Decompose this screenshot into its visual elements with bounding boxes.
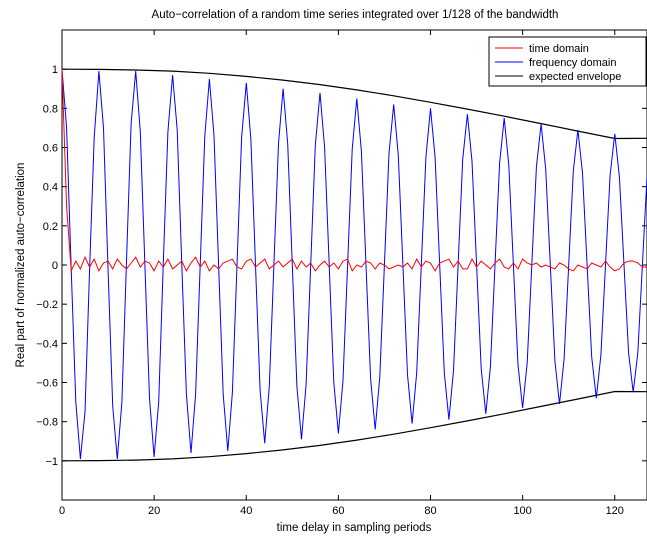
axes-box (61, 29, 647, 501)
chart-title: Auto−correlation of a random time series… (152, 9, 559, 21)
y-tick-label: 0.4 (43, 182, 58, 194)
x-axis-label: time delay in sampling periods (277, 522, 432, 534)
y-tick-label: −0.4 (36, 338, 58, 350)
x-tick-label: 120 (606, 505, 624, 517)
y-tick-label: −0.2 (36, 299, 58, 311)
series-expected-envelope-lower (61, 390, 647, 462)
y-tick-label: −0.6 (36, 378, 58, 390)
series-frequency-domain (61, 69, 647, 459)
y-tick-label: 0.2 (43, 221, 58, 233)
series-time-domain (61, 69, 647, 273)
legend-label: frequency domain (529, 57, 616, 69)
y-tick-label: 1 (52, 64, 58, 76)
plot-area: 0 20 40 60 80 100 120 −1 −0.8 −0.6 −0.4 −0.2 0 0.2 0.4… (36, 29, 647, 517)
axis-ticks: 0 20 40 60 80 100 120 −1 −0.8 −0.6 −0.4 −0.2 0 0.2 0.4… (36, 30, 647, 517)
y-tick-label: −1 (45, 456, 58, 468)
y-tick-label: 0 (52, 260, 58, 272)
legend-label: time domain (529, 43, 589, 55)
y-tick-label: 0.6 (43, 143, 58, 155)
x-tick-label: 0 (59, 505, 65, 517)
y-tick-label: 0.8 (43, 103, 58, 115)
legend: time domain frequency domain expected enve… (488, 36, 647, 87)
y-tick-label: −0.8 (36, 417, 58, 429)
x-tick-label: 60 (332, 505, 344, 517)
series-lines (61, 68, 647, 462)
x-tick-label: 100 (513, 505, 531, 517)
legend-label: expected envelope (529, 71, 621, 83)
y-axis-label: Real part of normalized auto−correlation (15, 163, 27, 368)
x-tick-label: 80 (424, 505, 436, 517)
legend-items: time domain frequency domain expected enve… (495, 43, 621, 83)
series-expected-envelope-upper (61, 68, 647, 140)
x-tick-label: 40 (240, 505, 252, 517)
x-tick-label: 20 (148, 505, 160, 517)
